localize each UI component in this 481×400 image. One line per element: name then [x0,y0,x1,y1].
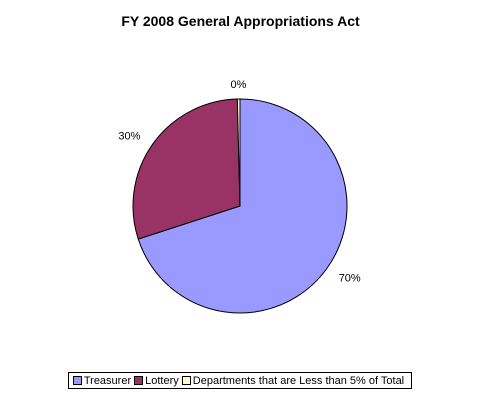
pie-slice-treasurer [137,98,348,314]
legend-label-departments: Departments that are Less than 5% of Tot… [192,374,405,387]
legend-item-treasurer: Treasurer [72,374,132,387]
pie-labels: 70% 30% 0% [118,79,361,285]
legend-swatch-departments [181,376,191,385]
pie-slices [132,98,348,314]
legend-label-lottery: Lottery [145,374,179,387]
slice-label-lottery: 30% [118,131,140,143]
legend-swatch-treasurer [72,376,82,385]
pie-slice-departments-that-are-less-than-5-of-total [236,98,241,207]
legend-item-lottery: Lottery [134,375,179,387]
legend-swatch-lottery [134,376,144,385]
legend-item-departments: Departments that are Less than 5% of Tot… [181,374,405,387]
slice-label-treasurer: 70% [339,273,361,285]
chart-title: FY 2008 General Appropriations Act [121,13,360,29]
legend-label-treasurer: Treasurer [83,374,132,387]
legend: Treasurer Lottery Departments that are L… [68,372,412,389]
slice-label-departments-that-are-less-than-5-of-total: 0% [231,79,247,91]
pie-slice-lottery [132,98,241,240]
